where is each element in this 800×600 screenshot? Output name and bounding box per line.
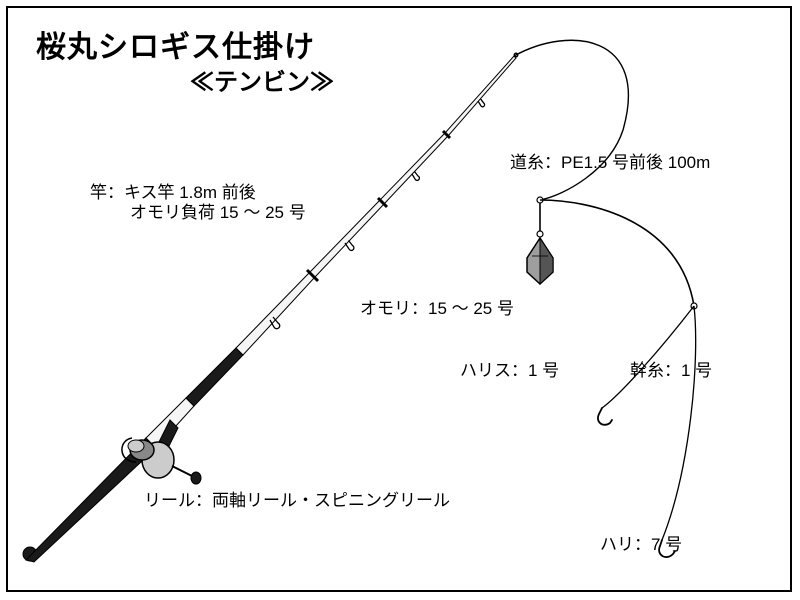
tenbin-arm [540, 200, 694, 306]
sinker-icon [527, 238, 553, 284]
label-reel: リール：両軸リール・スピニングリール [144, 486, 450, 511]
trunk-line [662, 306, 696, 540]
diagram-title: 桜丸シロギス仕掛け [36, 22, 315, 66]
label-trunk: 幹糸：1 号 [630, 356, 712, 381]
label-rod-2: オモリ負荷 15 ～ 25 号 [130, 198, 306, 223]
hook-upper-icon [598, 408, 612, 425]
label-leader: ハリス：1 号 [460, 356, 559, 381]
label-sinker: オモリ：15 ～ 25 号 [360, 294, 514, 319]
main-line [514, 40, 628, 200]
label-mainline: 道糸：PE1.5 号前後 100m [510, 148, 710, 173]
diagram-subtitle: ≪テンビン≫ [190, 62, 334, 97]
label-hook: ハリ：7 号 [600, 530, 682, 555]
